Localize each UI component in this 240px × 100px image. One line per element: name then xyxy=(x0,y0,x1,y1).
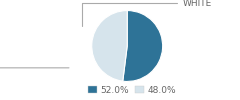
Text: HISPANIC: HISPANIC xyxy=(0,63,69,72)
Wedge shape xyxy=(92,10,127,81)
Wedge shape xyxy=(123,10,163,82)
Legend: 52.0%, 48.0%: 52.0%, 48.0% xyxy=(87,85,177,96)
Text: WHITE: WHITE xyxy=(82,0,212,26)
